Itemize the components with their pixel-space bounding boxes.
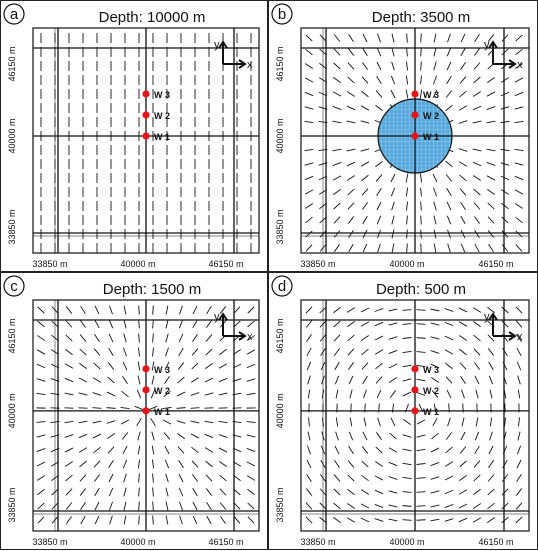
x-axis-label: x	[517, 331, 523, 343]
reference-lines	[33, 28, 259, 253]
y-tick-label: 33850 m	[275, 487, 285, 522]
panel-letter: c	[10, 278, 18, 295]
well-marker	[142, 132, 149, 139]
panel-svg: W 3 W 2 W 1 y x Depth: 500 m d 33850 m 40000 m 46…	[269, 273, 538, 551]
panel-title: Depth: 1500 m	[103, 281, 201, 298]
y-tick-label: 33850 m	[7, 209, 17, 244]
well-marker	[411, 111, 418, 118]
panel-svg: W 3 W 2 W 1 y x Depth: 10000 m a 33850 m 40000 m…	[1, 1, 269, 273]
y-tick-label: 46150 m	[7, 318, 17, 353]
y-axis-label: y	[484, 39, 490, 51]
well-label: W 1	[423, 407, 439, 417]
axes-icon	[219, 314, 245, 340]
reference-lines	[301, 28, 529, 253]
x-axis-label: x	[247, 331, 253, 343]
axes-icon	[489, 314, 515, 340]
x-tick-label: 46150 m	[208, 537, 243, 547]
y-tick-label: 40000 m	[7, 118, 17, 153]
panel-letter: d	[278, 278, 286, 295]
well-label: W 3	[154, 90, 170, 100]
panel-b: W 3 W 2 W 1 y x Depth: 3500 m b 33850 m 40000 m 4…	[268, 0, 538, 272]
x-axis-label: x	[247, 59, 253, 71]
reference-lines	[301, 300, 529, 531]
panel-title: Depth: 10000 m	[99, 9, 206, 26]
y-tick-label: 33850 m	[275, 209, 285, 244]
well-label: W 3	[154, 365, 170, 375]
y-tick-label: 40000 m	[275, 118, 285, 153]
x-tick-label: 33850 m	[300, 259, 335, 269]
x-tick-label: 40000 m	[120, 537, 155, 547]
well-marker	[411, 386, 418, 393]
panel-svg: W 3 W 2 W 1 y x Depth: 3500 m b 33850 m 40000 m 4…	[269, 1, 538, 273]
y-tick-label: 40000 m	[275, 393, 285, 428]
panel-c: W 3 W 2 W 1 y x Depth: 1500 m c 33850 m 40000 m 4…	[0, 272, 268, 550]
x-tick-label: 40000 m	[389, 259, 424, 269]
x-axis-label: x	[517, 59, 523, 71]
x-tick-label: 33850 m	[300, 537, 335, 547]
well-marker	[411, 407, 418, 414]
well-label: W 1	[154, 132, 170, 142]
panel-letter: a	[10, 6, 19, 23]
y-axis-label: y	[484, 311, 490, 323]
y-tick-label: 46150 m	[275, 318, 285, 353]
y-axis-label: y	[214, 39, 220, 51]
well-marker	[142, 111, 149, 118]
y-tick-label: 40000 m	[7, 393, 17, 428]
panel-svg: W 3 W 2 W 1 y x Depth: 1500 m c 33850 m 40000 m 4…	[1, 273, 269, 551]
x-tick-label: 33850 m	[32, 537, 67, 547]
well-label: W 2	[423, 111, 439, 121]
x-tick-label: 40000 m	[120, 259, 155, 269]
well-label: W 2	[154, 111, 170, 121]
well-label: W 2	[423, 386, 439, 396]
x-tick-label: 33850 m	[32, 259, 67, 269]
panel-d: W 3 W 2 W 1 y x Depth: 500 m d 33850 m 40000 m 46…	[268, 272, 538, 550]
panel-title: Depth: 500 m	[376, 281, 466, 298]
x-tick-label: 46150 m	[208, 259, 243, 269]
well-marker	[142, 365, 149, 372]
well-label: W 3	[423, 365, 439, 375]
reference-lines	[33, 300, 259, 531]
well-marker	[411, 132, 418, 139]
y-axis-label: y	[214, 311, 220, 323]
panel-title: Depth: 3500 m	[372, 9, 470, 26]
well-marker	[411, 365, 418, 372]
x-tick-label: 46150 m	[478, 259, 513, 269]
panel-letter: b	[278, 6, 286, 23]
well-label: W 2	[154, 386, 170, 396]
well-label: W 1	[423, 132, 439, 142]
well-label: W 3	[423, 90, 439, 100]
well-marker	[411, 90, 418, 97]
x-tick-label: 46150 m	[478, 537, 513, 547]
well-label: W 1	[154, 407, 170, 417]
y-tick-label: 46150 m	[275, 46, 285, 81]
stress-field	[306, 307, 522, 523]
y-tick-label: 33850 m	[7, 487, 17, 522]
well-marker	[142, 90, 149, 97]
panel-a: W 3 W 2 W 1 y x Depth: 10000 m a 33850 m 40000 m…	[0, 0, 268, 272]
x-tick-label: 40000 m	[389, 537, 424, 547]
well-marker	[142, 407, 149, 414]
y-tick-label: 46150 m	[7, 46, 17, 81]
well-marker	[142, 386, 149, 393]
